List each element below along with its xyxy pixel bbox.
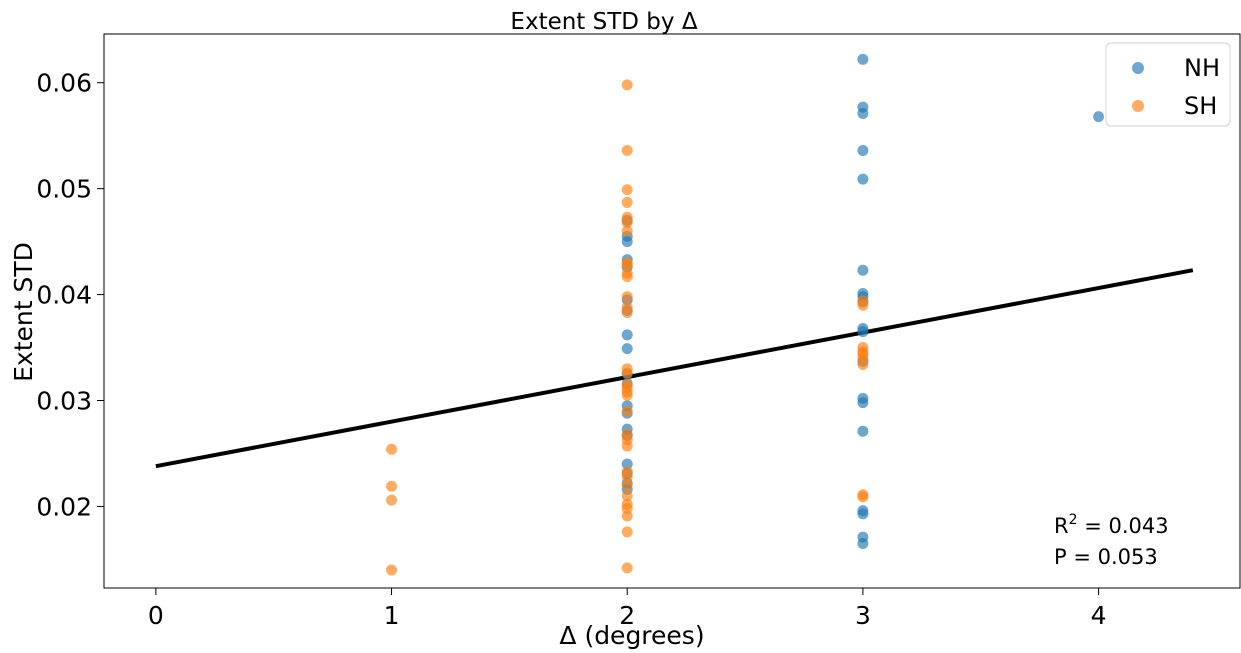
- point-sh: [621, 510, 633, 522]
- point-sh: [386, 480, 398, 492]
- x-tick-label: 3: [855, 601, 871, 630]
- point-sh: [386, 494, 398, 506]
- point-sh: [621, 490, 633, 502]
- legend-marker-sh: [1132, 100, 1144, 112]
- point-sh: [621, 79, 633, 91]
- point-nh: [621, 343, 633, 355]
- point-sh: [621, 479, 633, 491]
- point-sh: [621, 389, 633, 401]
- x-tick-label: 1: [384, 601, 400, 630]
- legend-label-sh: SH: [1184, 92, 1217, 120]
- y-axis-label: Extent STD: [9, 242, 38, 382]
- y-tick-label: 0.03: [36, 387, 92, 416]
- regression-line: [155, 268, 1194, 469]
- regression-group: [155, 268, 1194, 469]
- point-sh: [621, 526, 633, 538]
- point-nh: [1093, 111, 1105, 123]
- legend: NH SH: [1105, 42, 1231, 127]
- x-tick-label: 4: [1091, 601, 1107, 630]
- point-sh: [621, 184, 633, 196]
- x-tick-label: 0: [148, 601, 164, 630]
- point-nh: [857, 53, 869, 65]
- legend-marker-nh: [1132, 62, 1144, 74]
- y-tick-label: 0.05: [36, 175, 92, 204]
- r2-value: = 0.043: [1078, 514, 1169, 538]
- point-sh: [621, 259, 633, 271]
- point-nh: [857, 425, 869, 437]
- point-sh: [621, 307, 633, 319]
- chart-title: Extent STD by Δ: [510, 9, 697, 35]
- point-nh: [857, 264, 869, 276]
- point-sh: [621, 291, 633, 303]
- point-sh: [621, 196, 633, 208]
- series-sh-points: [386, 79, 869, 576]
- y-tick-label: 0.06: [36, 69, 92, 98]
- point-nh: [857, 326, 869, 338]
- r2-label: R: [1054, 514, 1069, 538]
- y-axis-ticks: 0.02 0.03 0.04 0.05 0.06: [36, 69, 104, 521]
- r-squared-text: R2 = 0.043: [1054, 512, 1169, 538]
- point-sh: [857, 358, 869, 370]
- point-sh: [621, 405, 633, 417]
- point-sh: [621, 145, 633, 157]
- x-axis-ticks: 0 1 2 3 4: [148, 588, 1107, 630]
- point-sh: [857, 491, 869, 503]
- point-sh: [621, 440, 633, 452]
- legend-label-nh: NH: [1184, 54, 1220, 82]
- point-nh: [857, 397, 869, 409]
- point-nh: [857, 173, 869, 185]
- point-nh: [857, 107, 869, 119]
- point-nh: [857, 538, 869, 550]
- point-sh: [621, 225, 633, 237]
- point-sh: [386, 564, 398, 576]
- r2-superscript: 2: [1069, 512, 1078, 528]
- p-value-text: P = 0.053: [1054, 545, 1158, 569]
- point-sh: [621, 562, 633, 574]
- plot-frame: [103, 33, 1241, 589]
- x-tick-label: 2: [619, 601, 635, 630]
- point-sh: [621, 217, 633, 229]
- y-tick-label: 0.04: [36, 281, 92, 310]
- point-sh: [621, 271, 633, 283]
- point-nh: [621, 329, 633, 341]
- point-nh: [857, 145, 869, 157]
- y-tick-label: 0.02: [36, 492, 92, 521]
- point-sh: [857, 299, 869, 311]
- point-nh: [857, 508, 869, 520]
- x-axis-label: Δ (degrees): [559, 621, 704, 650]
- point-sh: [386, 443, 398, 455]
- point-sh: [621, 471, 633, 483]
- stats-annotation: R2 = 0.043 P = 0.053: [1054, 512, 1169, 569]
- point-sh: [621, 367, 633, 379]
